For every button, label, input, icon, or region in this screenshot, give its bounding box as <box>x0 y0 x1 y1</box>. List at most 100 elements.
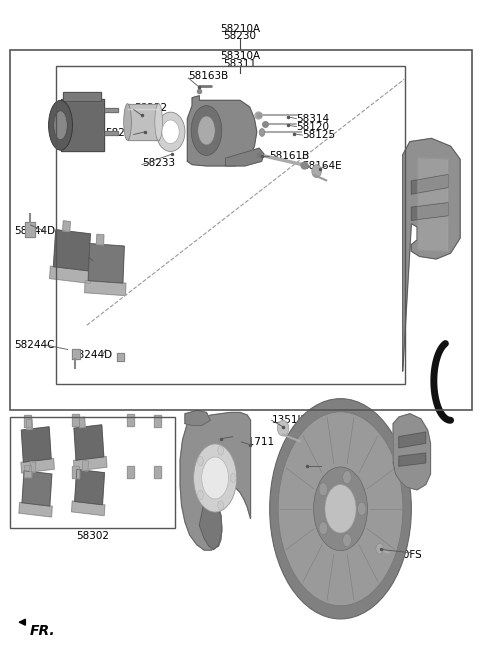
Ellipse shape <box>343 471 351 484</box>
Polygon shape <box>54 230 90 271</box>
Text: 58310A: 58310A <box>220 51 260 61</box>
Ellipse shape <box>191 106 222 156</box>
Text: 58244C: 58244C <box>62 256 102 266</box>
Ellipse shape <box>312 165 322 177</box>
Bar <box>10 50 472 411</box>
Ellipse shape <box>124 104 132 141</box>
Ellipse shape <box>319 483 328 496</box>
Ellipse shape <box>155 104 162 141</box>
Polygon shape <box>83 461 88 471</box>
Polygon shape <box>72 350 80 359</box>
Polygon shape <box>154 466 161 478</box>
Text: 51711: 51711 <box>241 437 275 447</box>
Polygon shape <box>187 96 257 166</box>
Text: 58125: 58125 <box>302 130 336 140</box>
Text: 58120: 58120 <box>297 122 329 131</box>
Text: 58161B: 58161B <box>269 151 309 161</box>
Polygon shape <box>411 202 448 220</box>
Polygon shape <box>154 415 161 427</box>
Polygon shape <box>104 108 118 112</box>
Ellipse shape <box>376 543 384 554</box>
Polygon shape <box>180 413 251 550</box>
Ellipse shape <box>48 101 72 150</box>
Ellipse shape <box>198 116 215 145</box>
Ellipse shape <box>198 490 203 499</box>
Polygon shape <box>63 221 70 231</box>
Ellipse shape <box>358 502 366 515</box>
Text: 58164E: 58164E <box>302 161 342 171</box>
Text: 58244D: 58244D <box>14 227 55 237</box>
Polygon shape <box>199 500 222 549</box>
Ellipse shape <box>162 120 179 144</box>
Ellipse shape <box>54 111 67 140</box>
Polygon shape <box>104 131 118 135</box>
Polygon shape <box>128 104 158 141</box>
Ellipse shape <box>259 129 265 137</box>
Polygon shape <box>74 425 104 460</box>
Polygon shape <box>75 470 104 505</box>
Ellipse shape <box>270 399 411 619</box>
Polygon shape <box>127 466 134 478</box>
Polygon shape <box>74 457 107 471</box>
Text: 1351JD: 1351JD <box>272 415 309 425</box>
Polygon shape <box>79 417 85 428</box>
Text: 58314: 58314 <box>297 114 330 124</box>
Ellipse shape <box>319 522 328 535</box>
Polygon shape <box>63 93 101 101</box>
Polygon shape <box>22 427 51 462</box>
Polygon shape <box>185 411 210 426</box>
Ellipse shape <box>325 485 356 533</box>
Polygon shape <box>26 419 33 430</box>
Polygon shape <box>19 503 52 517</box>
Text: 58311: 58311 <box>223 59 257 69</box>
Bar <box>10 417 175 528</box>
Polygon shape <box>72 466 79 478</box>
Text: FR.: FR. <box>29 624 55 639</box>
Polygon shape <box>22 471 52 506</box>
Polygon shape <box>399 453 426 466</box>
Text: 58243A: 58243A <box>199 428 240 438</box>
Polygon shape <box>403 139 460 371</box>
Polygon shape <box>127 414 134 426</box>
Ellipse shape <box>230 474 236 483</box>
Polygon shape <box>30 462 36 472</box>
Polygon shape <box>72 501 105 516</box>
Text: 58232: 58232 <box>134 103 167 113</box>
Ellipse shape <box>313 467 367 551</box>
Text: 58210A: 58210A <box>220 24 260 34</box>
Polygon shape <box>117 353 124 361</box>
Polygon shape <box>96 235 104 244</box>
Text: 58244D: 58244D <box>72 350 113 360</box>
Ellipse shape <box>156 112 185 152</box>
Polygon shape <box>399 432 426 448</box>
Ellipse shape <box>277 420 289 436</box>
Polygon shape <box>88 244 124 283</box>
Ellipse shape <box>198 457 203 466</box>
Polygon shape <box>24 415 31 427</box>
Polygon shape <box>226 148 264 166</box>
Text: 58233: 58233 <box>142 158 175 168</box>
Bar <box>56 66 405 384</box>
Polygon shape <box>85 281 126 296</box>
Text: 58235C: 58235C <box>105 128 145 138</box>
Polygon shape <box>60 99 104 152</box>
Text: 1220FS: 1220FS <box>384 550 422 560</box>
Text: 58230: 58230 <box>224 32 256 41</box>
Polygon shape <box>418 158 448 251</box>
Ellipse shape <box>202 457 228 499</box>
Text: 58244C: 58244C <box>14 340 55 350</box>
Ellipse shape <box>218 501 224 510</box>
Text: 58302: 58302 <box>76 532 109 541</box>
Polygon shape <box>411 174 448 194</box>
Text: 58244: 58244 <box>205 437 239 447</box>
Polygon shape <box>24 465 31 477</box>
Text: 58163B: 58163B <box>188 71 228 81</box>
Polygon shape <box>72 414 79 426</box>
Polygon shape <box>393 414 431 489</box>
Polygon shape <box>21 459 54 473</box>
Polygon shape <box>50 266 91 283</box>
Ellipse shape <box>218 446 224 455</box>
Ellipse shape <box>278 412 403 606</box>
Ellipse shape <box>343 533 351 547</box>
Polygon shape <box>24 222 35 237</box>
